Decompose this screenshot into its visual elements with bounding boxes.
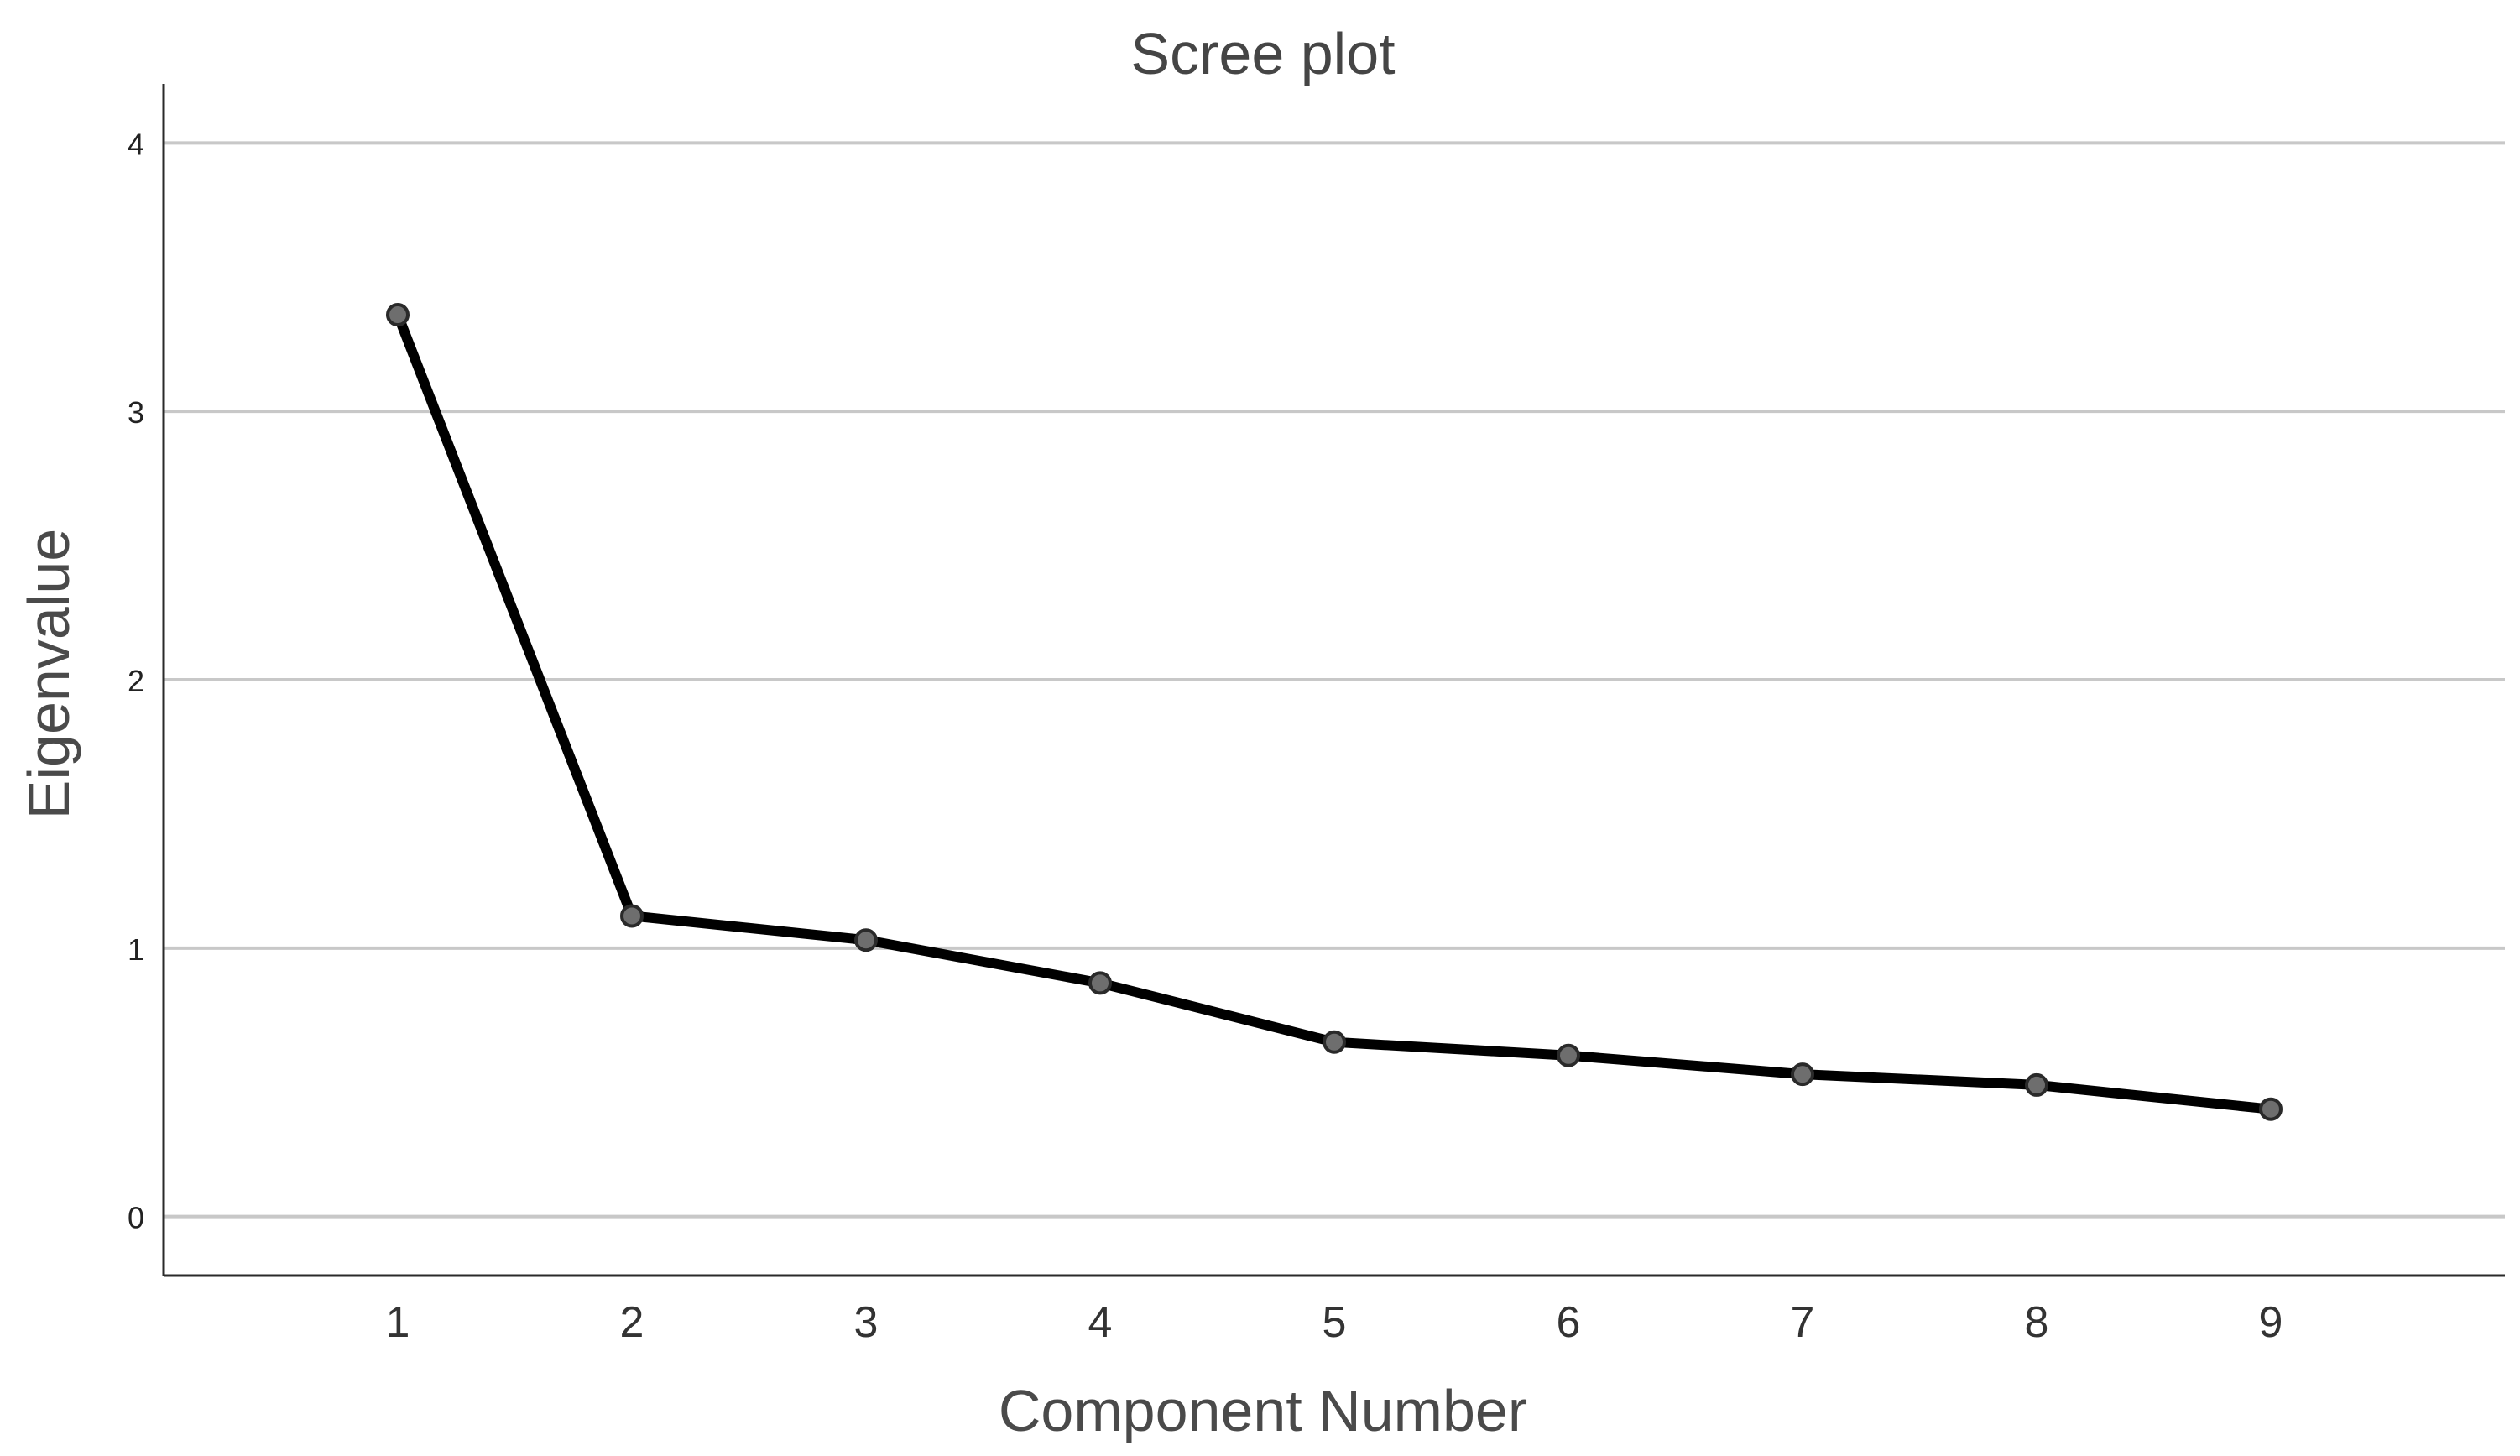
data-point bbox=[2025, 1072, 2048, 1097]
x-axis-title: Component Number bbox=[999, 1378, 1527, 1443]
x-tick-label: 8 bbox=[2025, 1298, 2049, 1347]
y-tick-label: 0 bbox=[128, 1201, 144, 1235]
y-tick-label: 4 bbox=[128, 127, 144, 161]
data-point bbox=[1791, 1062, 1814, 1087]
x-tick-label: 1 bbox=[386, 1298, 410, 1347]
data-point bbox=[1088, 971, 1112, 995]
y-tick-label: 2 bbox=[128, 664, 144, 698]
x-tick-label: 6 bbox=[1557, 1298, 1581, 1347]
data-point bbox=[620, 904, 644, 928]
y-tick-label: 3 bbox=[128, 395, 144, 430]
y-tick-labels: 0 1 2 3 4 bbox=[128, 127, 144, 1234]
data-point bbox=[854, 928, 878, 952]
x-tick-label: 7 bbox=[1791, 1298, 1815, 1347]
y-tick-label: 1 bbox=[128, 932, 144, 967]
series-group bbox=[386, 303, 2283, 1121]
data-point bbox=[1557, 1043, 1580, 1067]
x-tick-label: 2 bbox=[620, 1298, 644, 1347]
axes bbox=[162, 84, 2505, 1277]
gridlines bbox=[164, 141, 2505, 1219]
data-point bbox=[386, 303, 410, 327]
data-point bbox=[1323, 1030, 1346, 1054]
x-tick-label: 5 bbox=[1323, 1298, 1347, 1347]
chart-title: Scree plot bbox=[1130, 21, 1395, 86]
x-tick-label: 9 bbox=[2259, 1298, 2283, 1347]
y-axis-title: Eigenvalue bbox=[16, 529, 81, 819]
x-tick-labels: 1 2 3 4 5 6 7 8 9 bbox=[386, 1298, 2283, 1347]
data-point bbox=[2259, 1097, 2283, 1121]
x-tick-label: 3 bbox=[854, 1298, 879, 1347]
x-tick-label: 4 bbox=[1088, 1298, 1113, 1347]
